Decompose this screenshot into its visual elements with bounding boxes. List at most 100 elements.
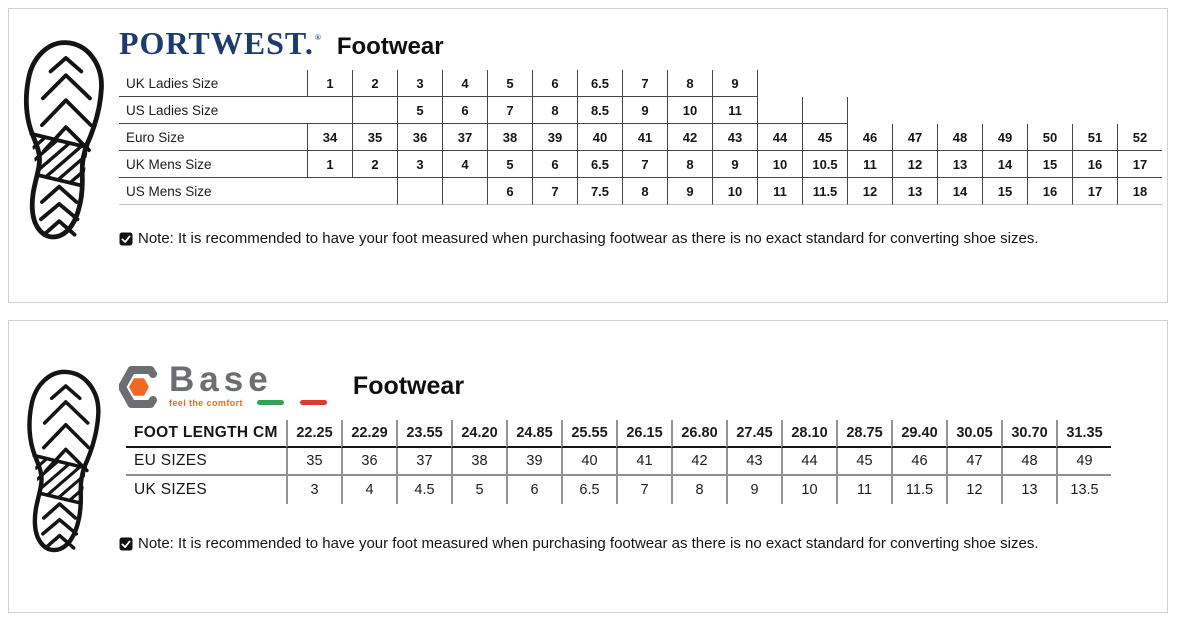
size-cell: 10 xyxy=(667,97,712,125)
size-cell: 15 xyxy=(1027,151,1072,179)
size-cell: 31.35 xyxy=(1056,420,1111,448)
size-cell: 6.5 xyxy=(561,476,616,504)
portwest-size-table: UK Ladies Size 1 2 3 4 5 6 6.5 7 8 9 US Ladies Size… xyxy=(119,70,1167,206)
size-cell: 7 xyxy=(487,97,532,125)
size-cell: 7.5 xyxy=(577,178,622,206)
size-cell xyxy=(892,97,937,124)
size-cell: 5 xyxy=(397,97,442,125)
size-cell: 10.5 xyxy=(802,151,847,179)
size-cell: 25.55 xyxy=(561,420,616,448)
size-cell: 8 xyxy=(667,70,712,98)
size-cell: 47 xyxy=(946,448,1001,476)
size-cell: 36 xyxy=(397,124,442,152)
base-panel: Base feel the comfort Footwear FOOT LENG… xyxy=(8,320,1168,613)
size-cell: 30.05 xyxy=(946,420,1001,448)
registered-mark: ® xyxy=(314,33,322,42)
portwest-icon-column xyxy=(9,9,119,302)
size-cell: 34 xyxy=(307,124,352,152)
size-cell: 7 xyxy=(622,151,667,179)
size-cell: 22.25 xyxy=(286,420,341,448)
size-cell xyxy=(1027,97,1072,124)
size-cell: 45 xyxy=(802,124,847,152)
size-cell: 35 xyxy=(352,124,397,152)
size-cell: 6 xyxy=(442,97,487,125)
size-cell: 46 xyxy=(847,124,892,152)
row-label: UK SIZES xyxy=(134,481,208,498)
size-cell: 42 xyxy=(671,448,726,476)
row-label: UK Ladies Size xyxy=(119,70,307,98)
flag-red-dash xyxy=(299,400,327,406)
size-cell: 38 xyxy=(451,448,506,476)
base-note-text: Note: It is recommended to have your foo… xyxy=(138,535,1039,552)
size-cell: 17 xyxy=(1117,151,1162,179)
size-cell: 39 xyxy=(506,448,561,476)
size-cell: 3 xyxy=(397,151,442,179)
size-cell xyxy=(982,70,1027,97)
size-cell: 36 xyxy=(341,448,396,476)
size-cell: 8 xyxy=(532,97,577,125)
size-cell: 12 xyxy=(847,178,892,206)
size-cell: 13.5 xyxy=(1056,476,1111,504)
size-cell: 35 xyxy=(286,448,341,476)
base-hexagon-icon xyxy=(119,366,157,408)
size-cell xyxy=(757,97,802,125)
size-cell: 38 xyxy=(487,124,532,152)
size-cell: 16 xyxy=(1027,178,1072,206)
size-cell: 2 xyxy=(352,151,397,179)
table-row: UK SIZES 3 4 4.5 5 6 6.5 7 8 9 10 11 11.5 12 13 13.5 xyxy=(126,476,1167,504)
table-row: US Ladies Size 5 6 7 8 8.5 9 10 11 xyxy=(119,97,1167,125)
size-cell xyxy=(307,97,352,125)
size-cell: 28.75 xyxy=(836,420,891,448)
size-cell: 51 xyxy=(1072,124,1117,152)
base-tagline-row: feel the comfort xyxy=(169,398,327,408)
size-cell: 4.5 xyxy=(396,476,451,504)
size-cell: 12 xyxy=(892,151,937,179)
size-cell: 49 xyxy=(982,124,1027,152)
size-cell: 3 xyxy=(286,476,341,504)
size-cell: 22.29 xyxy=(341,420,396,448)
size-cell: 43 xyxy=(726,448,781,476)
row-label: EU SIZES xyxy=(126,448,286,476)
size-cell: 8 xyxy=(667,151,712,179)
size-cell xyxy=(352,97,397,125)
size-cell xyxy=(1072,97,1117,124)
row-label: Euro Size xyxy=(119,124,307,152)
table-row: FOOT LENGTH CM 22.25 22.29 23.55 24.20 24.85 2… xyxy=(126,420,1167,448)
note-check-icon xyxy=(119,232,133,247)
size-cell: 11 xyxy=(712,97,757,125)
size-cell: 11 xyxy=(757,178,802,206)
size-cell: 2 xyxy=(352,70,397,98)
row-label: US Ladies Size xyxy=(119,97,307,125)
size-cell: 30.70 xyxy=(1001,420,1056,448)
size-cell: 6 xyxy=(487,178,532,206)
size-cell: 6.5 xyxy=(577,151,622,179)
size-cell: 11.5 xyxy=(891,476,946,504)
size-cell xyxy=(442,178,487,206)
size-cell xyxy=(847,97,892,125)
size-cell: 14 xyxy=(937,178,982,206)
size-cell: 4 xyxy=(341,476,396,504)
size-cell: 4 xyxy=(442,151,487,179)
size-cell xyxy=(802,97,847,125)
size-cell: 8 xyxy=(622,178,667,206)
table-row: Euro Size 34 35 36 37 38 39 40 41 42 43 44 45 46 47 48 4… xyxy=(119,124,1167,152)
size-cell xyxy=(757,70,802,98)
size-cell: 11 xyxy=(847,151,892,179)
size-cell: 49 xyxy=(1056,448,1111,476)
size-cell: 5 xyxy=(487,70,532,98)
size-cell: 3 xyxy=(397,70,442,98)
size-cell: 11 xyxy=(836,476,891,504)
size-cell: 41 xyxy=(616,448,671,476)
size-cell: 16 xyxy=(1072,151,1117,179)
size-cell: 6 xyxy=(506,476,561,504)
size-cell xyxy=(397,178,442,206)
size-cell: 45 xyxy=(836,448,891,476)
size-cell: 37 xyxy=(396,448,451,476)
note-check-icon xyxy=(119,537,133,551)
size-cell xyxy=(802,70,847,97)
base-size-table: FOOT LENGTH CM 22.25 22.29 23.55 24.20 24.85 2… xyxy=(126,420,1167,504)
table-row: UK Mens Size 1 2 3 4 5 6 6.5 7 8 9 10 10.5 11 12 13 14 15… xyxy=(119,151,1167,179)
size-cell xyxy=(307,178,352,206)
size-cell: 12 xyxy=(946,476,1001,504)
size-cell: 37 xyxy=(442,124,487,152)
